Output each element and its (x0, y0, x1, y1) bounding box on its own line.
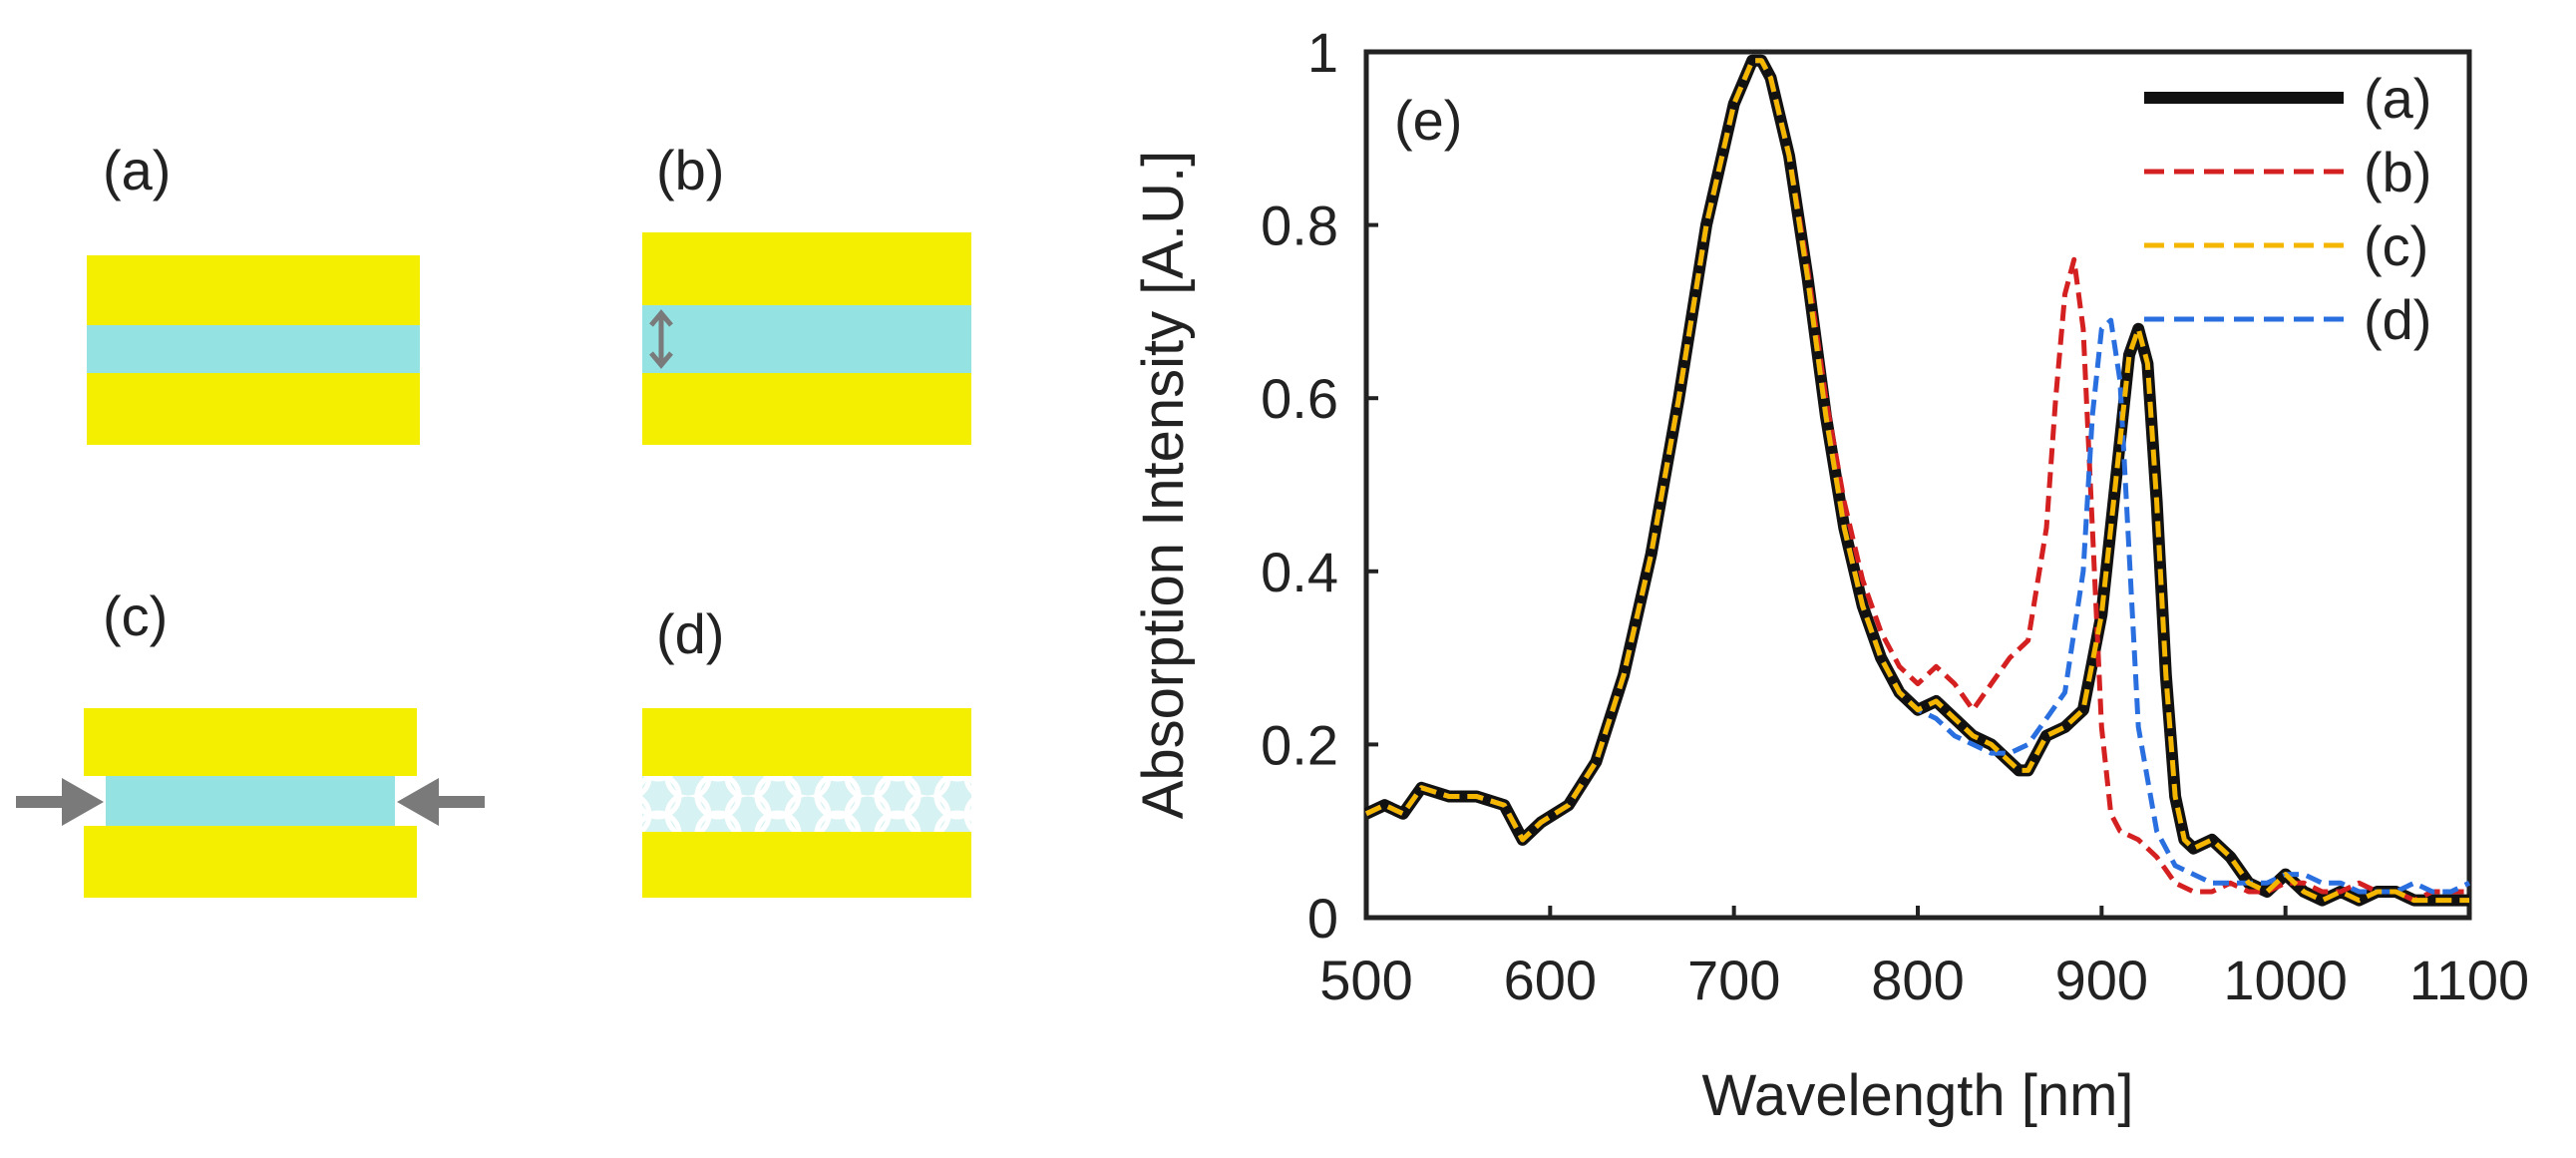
series-layer (1363, 54, 2471, 907)
x-tick-label: 1100 (2409, 949, 2529, 1011)
y-tick-label: 0.8 (1261, 194, 1338, 257)
y-tick-label: 0 (1307, 887, 1338, 950)
metal-bottom-b (642, 373, 971, 445)
arrow-right-icon (16, 778, 104, 826)
schematic-d: (d) (642, 602, 971, 898)
series-line-d (1364, 58, 2471, 895)
x-tick-label: 500 (1319, 949, 1412, 1011)
x-tick-label: 1000 (2223, 949, 2348, 1011)
metal-top-d (642, 708, 971, 776)
y-tick-label: 0.6 (1261, 367, 1338, 430)
dielectric-a (87, 325, 420, 373)
absorption-chart: (e) Wavelength [nm] Absorption Intensity… (1131, 21, 2529, 1128)
schematic-a-label: (a) (103, 139, 171, 201)
x-tick-label: 900 (2055, 949, 2148, 1011)
legend-label-c: (c) (2364, 214, 2428, 277)
legend: (a) (b) (c) (d) (2144, 67, 2431, 351)
plot-frame (1363, 49, 2472, 921)
metal-bottom-d (642, 832, 971, 898)
x-axis-ticks: 500 600 700 800 900 1000 1100 (1319, 906, 2529, 1011)
x-axis-title: Wavelength [nm] (1701, 1063, 2133, 1128)
x-tick-label: 800 (1871, 949, 1964, 1011)
series-line-b (1364, 58, 2469, 904)
x-tick-label: 600 (1504, 949, 1597, 1011)
arrow-left-icon (397, 778, 485, 826)
schematic-a: (a) (87, 139, 420, 445)
dielectric-c (106, 776, 395, 826)
schematic-b: (b) (642, 139, 971, 445)
chart-panel-label: (e) (1394, 89, 1462, 152)
legend-label-b: (b) (2364, 141, 2431, 203)
y-axis-ticks: 0 0.2 0.4 0.6 0.8 1 (1261, 21, 1378, 950)
x-tick-label: 700 (1687, 949, 1780, 1011)
metal-top-b (642, 232, 971, 305)
schematic-c-label: (c) (103, 584, 168, 647)
metal-top-a (87, 255, 420, 325)
schematic-b-label: (b) (656, 139, 724, 201)
y-tick-label: 0.2 (1261, 713, 1338, 776)
legend-label-d: (d) (2364, 288, 2431, 351)
series-line-a (1363, 54, 2469, 907)
metal-bottom-c (84, 826, 417, 898)
y-tick-label: 1 (1307, 21, 1338, 84)
double-arrow-icon (649, 309, 673, 369)
schematic-c: (c) (16, 584, 485, 898)
metal-top-c (84, 708, 417, 776)
y-tick-label: 0.4 (1261, 541, 1338, 603)
lattice-dielectric-d (642, 776, 971, 832)
metal-bottom-a (87, 373, 420, 445)
series-line-c (1364, 58, 2469, 904)
schematic-d-label: (d) (656, 602, 724, 665)
y-axis-title: Absorption Intensity [A.U.] (1131, 151, 1196, 820)
dielectric-b (642, 305, 971, 373)
legend-label-a: (a) (2364, 67, 2431, 130)
